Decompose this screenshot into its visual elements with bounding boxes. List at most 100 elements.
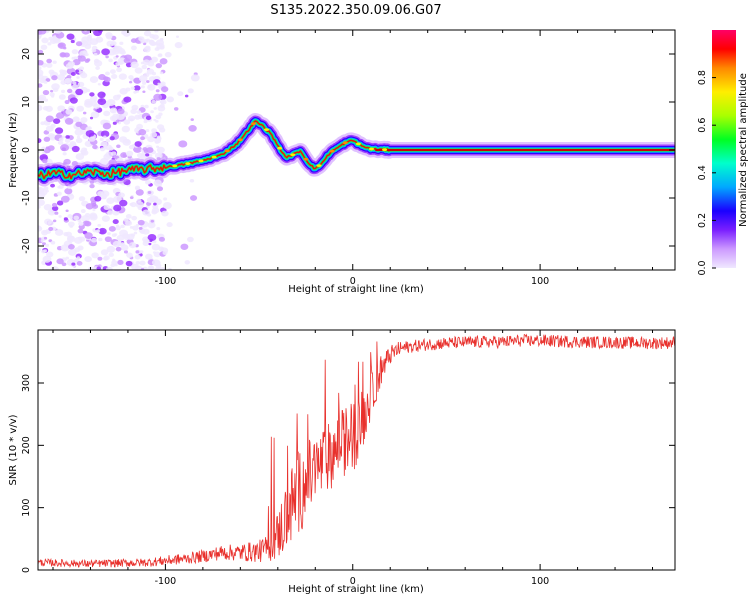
heatmap-noise-blob <box>161 210 169 217</box>
heatmap-noise-blob <box>67 248 77 256</box>
heatmap-noise-blob <box>103 110 111 117</box>
heatmap-noise-blob <box>122 153 128 158</box>
heatmap-noise-blob <box>111 260 118 266</box>
heatmap-noise-blob <box>45 78 51 82</box>
heatmap-noise-blob <box>85 203 94 210</box>
heatmap-noise-blob <box>154 140 159 144</box>
spectrogram-ytick-label: 20 <box>21 48 32 60</box>
heatmap-noise-blob <box>58 137 64 142</box>
heatmap-noise-blob <box>143 46 151 53</box>
heatmap-noise-blob <box>110 151 117 156</box>
colorbar-tick-label: 0.2 <box>697 213 708 228</box>
heatmap-noise-blob <box>107 232 111 236</box>
heatmap-noise-blob <box>82 111 87 115</box>
heatmap-noise-blob <box>54 211 59 215</box>
heatmap-noise-blob <box>139 250 144 254</box>
heatmap-noise-blob <box>151 243 160 251</box>
heatmap-noise-blob <box>151 42 157 46</box>
heatmap-noise-blob <box>189 179 195 183</box>
heatmap-noise-blob <box>153 107 158 110</box>
heatmap-noise-blob <box>108 226 116 232</box>
heatmap-noise-blob <box>105 55 109 59</box>
heatmap-noise-blob <box>95 229 101 233</box>
heatmap-noise-blob <box>58 94 66 100</box>
heatmap-noise-blob <box>136 123 144 130</box>
heatmap-noise-blob <box>98 74 106 81</box>
snr-ytick-label: 0 <box>21 567 32 573</box>
heatmap-noise-blob <box>141 64 148 70</box>
heatmap-noise-blob <box>154 152 163 159</box>
spectrogram-xtick-label: -100 <box>155 276 177 287</box>
heatmap-noise-blob <box>78 196 86 202</box>
figure-title: S135.2022.350.09.06.G07 <box>270 3 441 18</box>
heatmap-noise-blob <box>77 55 86 62</box>
heatmap-noise-blob <box>150 219 155 223</box>
heatmap-noise-blob <box>60 80 67 85</box>
heatmap-noise-blob <box>52 219 57 223</box>
heatmap-noise-blob <box>43 203 52 211</box>
heatmap-noise-blob <box>145 205 150 209</box>
heatmap-noise-blob <box>134 67 143 74</box>
heatmap-noise-blob <box>112 94 121 101</box>
heatmap-noise-blob <box>123 58 131 64</box>
heatmap-noise-blob <box>153 202 157 206</box>
heatmap-noise-blob <box>90 111 100 119</box>
heatmap-noise-blob <box>125 213 132 219</box>
heatmap-noise-blob <box>147 191 152 194</box>
heatmap-cells <box>38 30 675 270</box>
heatmap-noise-blob <box>81 36 90 43</box>
heatmap-noise-blob <box>64 100 70 105</box>
heatmap-noise-blob <box>69 193 74 197</box>
heatmap-noise-blob <box>161 86 169 93</box>
heatmap-noise-blob <box>38 104 43 112</box>
heatmap-noise-blob <box>48 239 53 243</box>
colorbar-tick-label: 0.0 <box>697 260 708 275</box>
heatmap-noise-blob <box>84 212 91 218</box>
heatmap-noise-blob <box>77 81 85 88</box>
heatmap-noise-blob <box>154 30 159 33</box>
heatmap-noise-blob <box>147 233 157 241</box>
heatmap-noise-blob <box>90 95 98 102</box>
heatmap-noise-blob <box>125 150 134 157</box>
heatmap-noise-blob <box>66 33 75 40</box>
heatmap-noise-blob <box>149 33 155 39</box>
heatmap-noise-blob <box>115 246 122 252</box>
spectrogram-ylabel: Frequency (Hz) <box>8 112 19 188</box>
heatmap-noise-blob <box>180 243 189 250</box>
heatmap-noise-blob <box>145 153 150 157</box>
heatmap-noise-blob <box>64 117 74 125</box>
heatmap-noise-blob <box>134 141 142 147</box>
heatmap-noise-blob <box>149 59 154 64</box>
heatmap-noise-blob <box>42 89 50 96</box>
spectrogram-xtick-label: 100 <box>531 276 549 287</box>
heatmap-noise-blob <box>63 217 68 221</box>
heatmap-noise-blob <box>143 239 148 243</box>
heatmap-noise-blob <box>150 110 154 114</box>
heatmap-noise-blob <box>54 127 64 134</box>
heatmap-noise-blob <box>45 105 53 112</box>
heatmap-noise-blob <box>97 256 103 261</box>
heatmap-noise-blob <box>79 70 86 76</box>
spectrogram-xtick-label: 0 <box>350 276 356 287</box>
heatmap-noise-blob <box>108 146 114 151</box>
heatmap-noise-blob <box>109 115 117 122</box>
heatmap-noise-blob <box>143 30 152 37</box>
heatmap-noise-blob <box>89 38 99 46</box>
heatmap-noise-blob <box>109 136 115 141</box>
heatmap-noise-blob <box>64 138 71 143</box>
heatmap-noise-blob <box>38 138 42 144</box>
heatmap-noise-blob <box>142 81 147 85</box>
heatmap-noise-blob <box>75 88 84 96</box>
heatmap-noise-blob <box>57 74 66 81</box>
heatmap-noise-blob <box>115 225 121 231</box>
snr-ylabel: SNR (10 * v/v) <box>8 414 19 485</box>
heatmap-noise-blob <box>113 195 122 203</box>
heatmap-noise-blob <box>130 38 137 43</box>
heatmap-noise-blob <box>135 90 139 93</box>
heatmap-noise-blob <box>42 158 48 164</box>
snr-series-line <box>38 333 675 569</box>
heatmap-noise-blob <box>84 232 93 239</box>
heatmap-noise-blob <box>156 146 165 154</box>
heatmap-noise-blob <box>123 218 129 222</box>
heatmap-noise-blob <box>40 44 48 50</box>
